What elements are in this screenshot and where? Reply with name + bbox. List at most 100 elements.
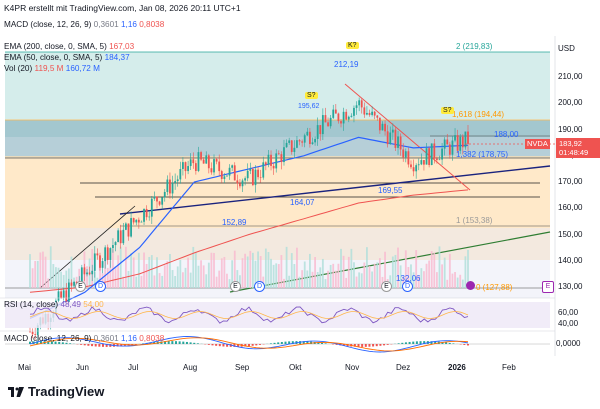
volume-bar [218,270,221,288]
candle-body [337,113,340,122]
volume-bar [114,266,117,288]
volume-bar [298,276,301,288]
ema200-legend-label: EMA (200, close, 0, SMA, 5) [4,42,107,51]
marker-e-3[interactable]: E [381,281,392,292]
candle-body [311,142,314,145]
candle-body [233,165,236,181]
candle-body [399,136,402,150]
candle-body [363,107,366,115]
macd-hist-bar [419,341,422,344]
macd-hist-bar [434,341,437,344]
volume-bar [404,250,407,288]
candle-body [244,178,247,181]
ema50-legend-label: EMA (50, close, 0, SMA, 5) [4,53,103,62]
candle-body [441,148,443,160]
macd-hist-bar [448,342,451,344]
volume-bar [119,246,122,288]
macd-top-v3: 0,8038 [139,20,165,29]
volume-bar [397,247,399,288]
volume-bar [65,270,68,288]
volume-bar [415,250,418,288]
volume-bar [337,263,340,288]
macd-hist-bar [102,344,104,347]
volume-bar [311,271,314,288]
marker-k[interactable]: K? [346,42,359,49]
volume-bar [358,272,361,288]
macd-hist-bar [248,344,250,347]
marker-s2[interactable]: S? [441,107,454,114]
macd-hist-bar [211,344,214,346]
macd-hist-bar [404,342,407,344]
time-axis-label: Jul [128,363,139,372]
volume-bar [454,272,456,288]
brand-footer[interactable]: TradingView [8,384,104,399]
macd-hist-bar [178,341,181,344]
macd-hist-bar [463,344,466,345]
macd-hist-bar [175,341,177,344]
candle-body [184,162,187,172]
volume-bar [213,252,215,288]
red-resistance-line [344,83,471,191]
volume-bar [124,246,127,288]
volume-bar [360,273,363,288]
macd-top-v2: 1,16 [120,20,137,29]
candle-body [275,153,278,169]
macd-legend-v3: 0,8038 [139,334,165,343]
candle-body [80,267,83,282]
volume-bar [205,274,208,288]
vol-legend-v2: 160,72 M [65,64,100,73]
volume-bar [306,270,309,288]
chart-canvas [0,36,556,356]
marker-e-1[interactable]: E [75,281,86,292]
vol-legend-v1: 119,5 M [34,64,64,73]
candle-body [226,175,228,177]
marker-s1[interactable]: S? [305,92,318,99]
volume-bar [137,252,140,288]
marker-d-2[interactable]: D [254,281,265,292]
volume-bar [285,246,288,288]
candle-body [334,109,337,114]
volume-bar [158,273,161,288]
volume-bar [378,258,381,288]
macd-hist-bar [321,342,323,344]
nvda-ticker-tag: NVDA [525,139,550,149]
price-tick-label: 140,00 [558,255,583,265]
price-tick-label: 160,00 [558,203,583,213]
macd-top-v1: 0,3601 [93,20,119,29]
high-label: 212,19 [334,60,359,69]
candle-body [371,111,374,115]
volume-bar [347,256,350,288]
volume-bar [303,261,306,288]
macd-hist-bar [80,344,83,345]
macd-hist-bar [317,342,320,344]
macd-hist-bar [207,344,210,345]
macd-hist-bar [357,344,360,347]
macd-legend: MACD (close, 12, 26, 9) 0,3601 1,16 0,80… [4,334,164,343]
candle-body [309,131,311,145]
macd-hist-bar [335,344,338,345]
marker-e-4[interactable]: E [542,281,554,293]
macd-hist-bar [105,344,108,347]
macd-hist-bar [302,341,305,344]
volume-bar [461,279,464,288]
marker-d-3[interactable]: D [402,281,413,292]
marker-d-1[interactable]: D [95,281,106,292]
volume-bar [171,270,174,288]
marker-e-2[interactable]: E [230,281,241,292]
candle-body [321,115,324,135]
candle-body [223,176,226,179]
candle-body [332,109,335,118]
alert-icon[interactable] [466,281,475,290]
candle-body [257,169,259,178]
candle-body [65,290,68,303]
candle-body [464,131,467,148]
tradingview-logo-icon [8,386,24,397]
volume-bar [456,277,459,288]
volume-bar [384,251,386,288]
volume-bar [153,275,156,288]
candle-body [34,334,37,336]
macd-tick-label: 0,0000 [556,339,581,348]
volume-bar [264,248,267,288]
candle-body [461,136,464,148]
candle-body [290,140,293,152]
